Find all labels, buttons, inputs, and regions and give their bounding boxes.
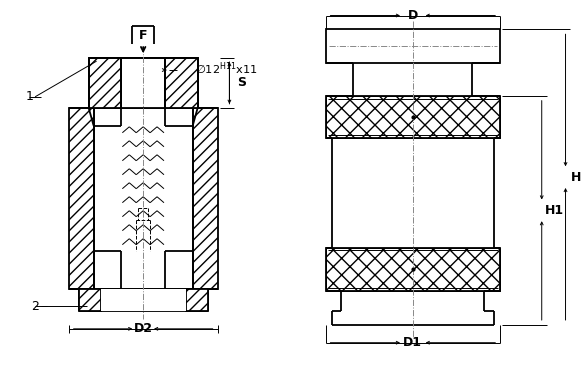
Bar: [325, 96, 500, 139]
Text: 2: 2: [31, 300, 39, 313]
Bar: [88, 58, 198, 108]
Bar: [186, 289, 208, 311]
Text: H1: H1: [545, 204, 564, 217]
Bar: [325, 29, 500, 63]
Bar: [88, 58, 122, 108]
Bar: [165, 58, 198, 108]
Text: D1: D1: [403, 336, 423, 349]
Text: D: D: [408, 9, 418, 22]
Bar: [325, 96, 500, 139]
Bar: [69, 108, 94, 289]
Bar: [325, 247, 500, 291]
Text: S: S: [237, 77, 246, 90]
Bar: [101, 289, 186, 311]
Text: H: H: [572, 170, 581, 183]
Text: D2: D2: [134, 322, 152, 336]
Text: F: F: [139, 29, 147, 42]
Bar: [122, 58, 165, 108]
Bar: [325, 247, 500, 291]
Bar: [79, 289, 101, 311]
Bar: [193, 108, 218, 289]
Text: $\varnothing$12$^{\sf{H11}}$x11: $\varnothing$12$^{\sf{H11}}$x11: [195, 61, 258, 77]
Text: 1: 1: [25, 90, 33, 103]
